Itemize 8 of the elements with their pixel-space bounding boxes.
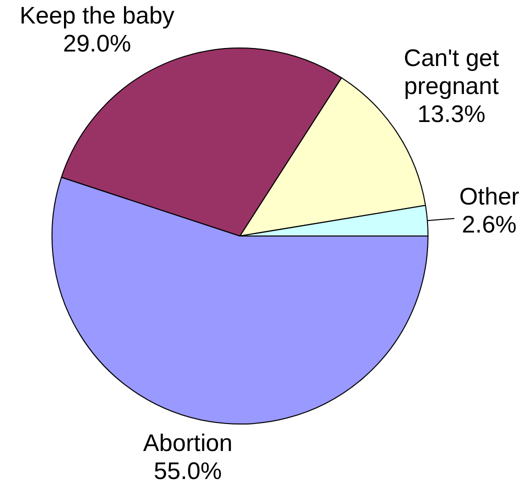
slice-label: Keep the baby xyxy=(20,2,174,30)
data-label: 2.6% xyxy=(462,212,517,239)
data-label: 29.0% xyxy=(62,30,132,58)
data-label: 55.0% xyxy=(154,458,222,486)
slice-label: Can't get pregnant xyxy=(404,44,500,100)
slice-label: Abortion xyxy=(143,430,232,458)
slice-label: Other xyxy=(459,184,520,211)
data-label: 13.3% xyxy=(417,100,486,128)
